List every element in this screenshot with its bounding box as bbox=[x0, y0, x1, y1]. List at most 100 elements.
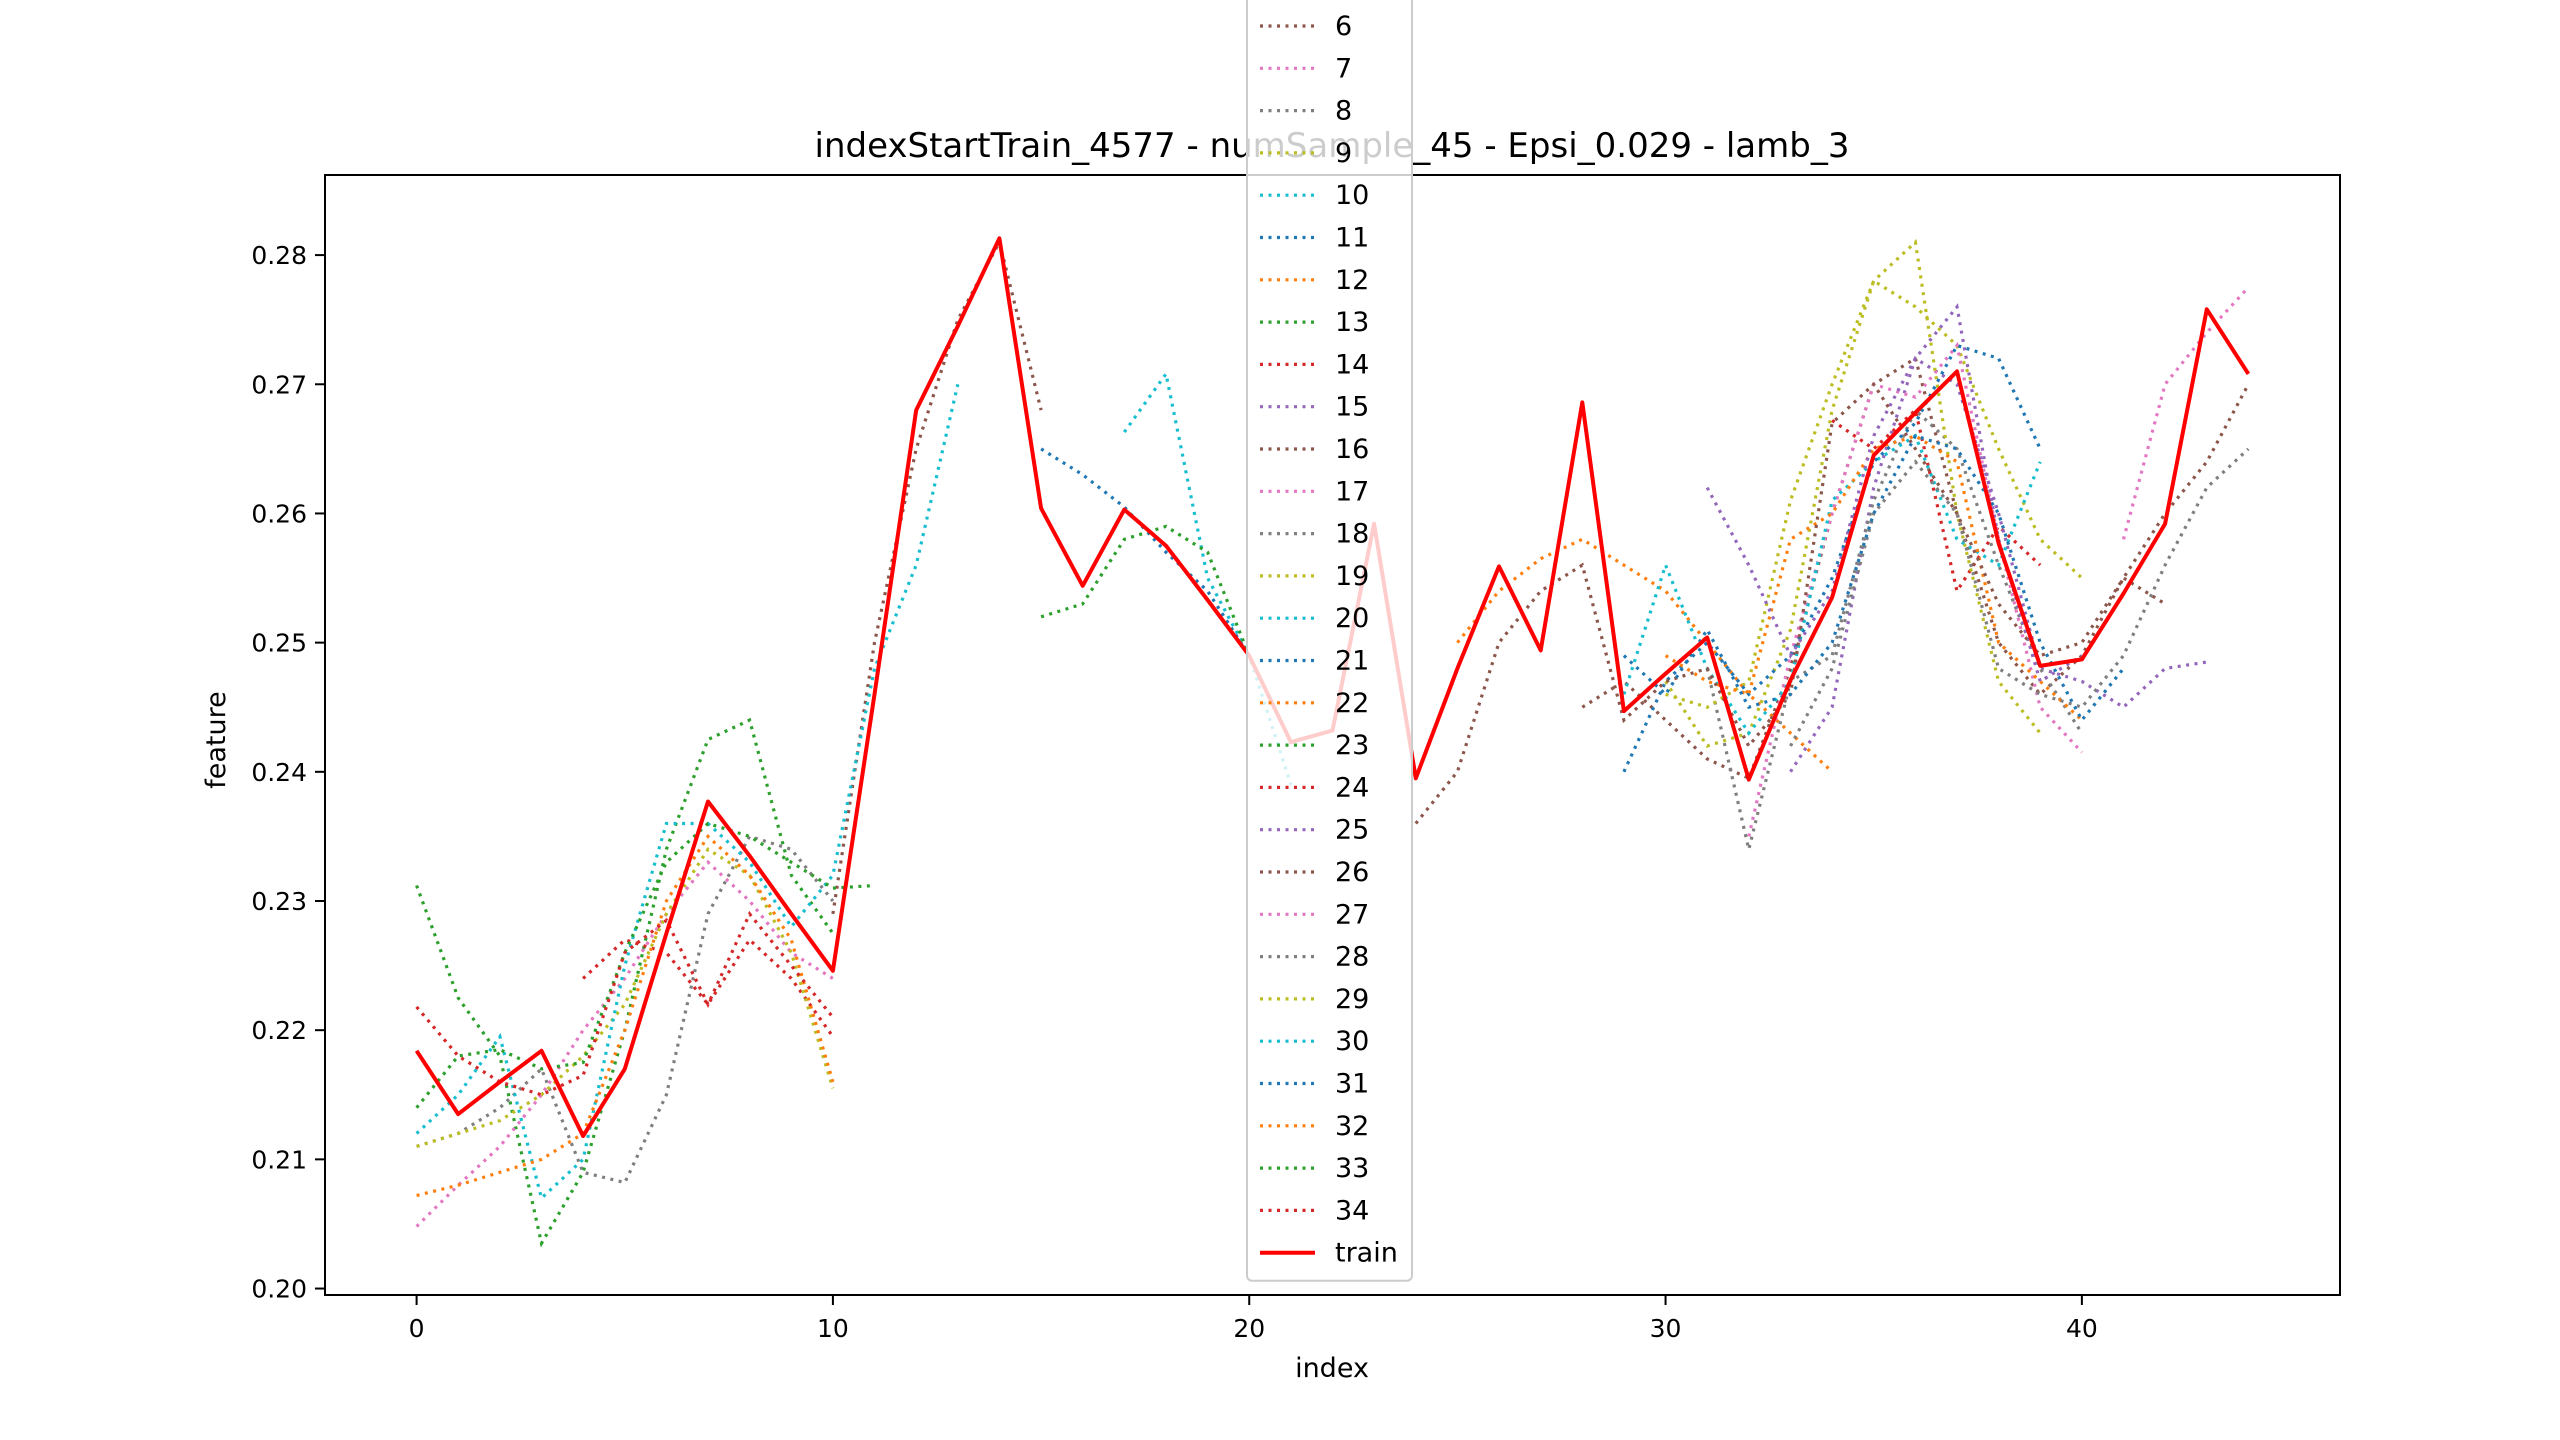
legend-item-11: 11 bbox=[1260, 223, 1369, 254]
series-line-9 bbox=[1664, 278, 2083, 748]
legend-label: 34 bbox=[1335, 1195, 1369, 1226]
legend-item-28: 28 bbox=[1260, 942, 1369, 973]
legend-item-6: 6 bbox=[1260, 11, 1352, 42]
y-tick-label: 0.26 bbox=[251, 499, 307, 528]
series-line-18 bbox=[1705, 407, 2084, 850]
y-tick-label: 0.28 bbox=[251, 241, 307, 270]
legend-item-32: 32 bbox=[1260, 1111, 1369, 1142]
legend-label: 7 bbox=[1335, 53, 1352, 84]
legend-item-30: 30 bbox=[1260, 1026, 1369, 1057]
legend-label: 30 bbox=[1335, 1026, 1369, 1057]
x-tick-label: 10 bbox=[817, 1314, 849, 1343]
legend-label: 10 bbox=[1335, 180, 1369, 211]
series-line-8 bbox=[416, 834, 835, 1185]
legend-item-18: 18 bbox=[1260, 519, 1369, 550]
legend-label: 6 bbox=[1335, 11, 1352, 42]
y-axis: 0.20 0.21 0.22 0.23 0.24 0.25 0.26 0.27 0.28 bbox=[251, 241, 325, 1304]
x-axis: 0 10 20 30 40 bbox=[409, 1295, 2098, 1343]
legend-label: 24 bbox=[1335, 772, 1369, 803]
legend-label: 12 bbox=[1335, 265, 1369, 296]
series-line-25 bbox=[1705, 303, 2083, 684]
legend-label: 19 bbox=[1335, 561, 1369, 592]
y-tick-label: 0.27 bbox=[251, 370, 307, 399]
y-tick-label: 0.25 bbox=[251, 629, 307, 658]
legend: 6 7 8 9 10 11 12 13 14 15 16 17 18 19 20 21 22 23 24 25 26 27… bbox=[1246, 0, 1413, 1282]
legend-item-25: 25 bbox=[1260, 815, 1369, 846]
legend-label: 11 bbox=[1335, 223, 1369, 254]
legend-label: 23 bbox=[1335, 730, 1369, 761]
legend-label: 22 bbox=[1335, 688, 1369, 719]
legend-label: 9 bbox=[1335, 138, 1352, 169]
legend-item-29: 29 bbox=[1260, 984, 1369, 1015]
legend-item-20: 20 bbox=[1260, 603, 1369, 634]
series-line-21 bbox=[1622, 343, 2042, 773]
legend-item-33: 33 bbox=[1260, 1153, 1369, 1184]
y-axis-label: feature bbox=[201, 691, 232, 788]
series-line-22 bbox=[1664, 434, 2083, 722]
legend-item-19: 19 bbox=[1260, 561, 1369, 592]
legend-item-13: 13 bbox=[1260, 307, 1369, 338]
series-line-7 bbox=[2121, 286, 2250, 540]
legend-label: 31 bbox=[1335, 1069, 1369, 1100]
legend-item-14: 14 bbox=[1260, 349, 1369, 380]
legend-item-8: 8 bbox=[1260, 96, 1352, 127]
y-tick-label: 0.23 bbox=[251, 887, 307, 916]
series-line-6 bbox=[831, 237, 1043, 915]
legend-label: 29 bbox=[1335, 984, 1369, 1015]
series-line-28 bbox=[1789, 447, 2250, 747]
legend-item-21: 21 bbox=[1260, 646, 1369, 677]
legend-label: 28 bbox=[1335, 942, 1369, 973]
legend-item-27: 27 bbox=[1260, 899, 1369, 930]
series-line-23 bbox=[1040, 524, 1251, 657]
legend-label: 8 bbox=[1335, 96, 1352, 127]
legend-item-16: 16 bbox=[1260, 434, 1369, 465]
legend-item-17: 17 bbox=[1260, 476, 1369, 507]
series-line-12 bbox=[1456, 537, 1834, 773]
legend-item-24: 24 bbox=[1260, 772, 1369, 803]
y-tick-label: 0.22 bbox=[251, 1016, 307, 1045]
legend-item-7: 7 bbox=[1260, 53, 1352, 84]
x-tick-label: 20 bbox=[1233, 1314, 1265, 1343]
legend-item-train: train bbox=[1260, 1238, 1398, 1269]
series-line-32 bbox=[416, 833, 835, 1198]
series-line-30 bbox=[415, 383, 960, 1202]
y-tick-label: 0.24 bbox=[251, 758, 307, 787]
series-line-17 bbox=[1747, 341, 2084, 837]
legend-label: 16 bbox=[1335, 434, 1369, 465]
legend-label: 33 bbox=[1335, 1153, 1369, 1184]
legend-label: 26 bbox=[1335, 857, 1369, 888]
legend-label: 13 bbox=[1335, 307, 1369, 338]
series-line-20 bbox=[1622, 433, 2042, 736]
series-line-33 bbox=[415, 821, 875, 1109]
series-line-15 bbox=[1789, 355, 2208, 773]
x-tick-label: 30 bbox=[1650, 1314, 1682, 1343]
series-line-24 bbox=[582, 937, 835, 1038]
series-line-19 bbox=[1665, 238, 2042, 735]
legend-label: 15 bbox=[1335, 392, 1369, 423]
y-tick-label: 0.21 bbox=[251, 1145, 307, 1174]
legend-item-15: 15 bbox=[1260, 392, 1369, 423]
legend-item-23: 23 bbox=[1260, 730, 1369, 761]
legend-label: 27 bbox=[1335, 899, 1369, 930]
series-line-27 bbox=[415, 859, 834, 1228]
legend-item-26: 26 bbox=[1260, 857, 1369, 888]
legend-label: 17 bbox=[1335, 476, 1369, 507]
legend-item-34: 34 bbox=[1260, 1195, 1369, 1226]
x-axis-label: index bbox=[1295, 1353, 1369, 1384]
legend-label: train bbox=[1335, 1238, 1398, 1269]
legend-item-9: 9 bbox=[1260, 138, 1352, 169]
legend-label: 21 bbox=[1335, 646, 1369, 677]
y-tick-label: 0.20 bbox=[251, 1275, 307, 1304]
legend-label: 18 bbox=[1335, 519, 1369, 550]
legend-label: 20 bbox=[1335, 603, 1369, 634]
legend-label: 32 bbox=[1335, 1111, 1369, 1142]
legend-label: 25 bbox=[1335, 815, 1369, 846]
x-tick-label: 40 bbox=[2066, 1314, 2098, 1343]
legend-item-31: 31 bbox=[1260, 1069, 1369, 1100]
legend-box bbox=[1246, 0, 1413, 1282]
legend-label: 14 bbox=[1335, 349, 1369, 380]
legend-item-10: 10 bbox=[1260, 180, 1369, 211]
x-tick-label: 0 bbox=[409, 1314, 425, 1343]
legend-item-12: 12 bbox=[1260, 265, 1369, 296]
